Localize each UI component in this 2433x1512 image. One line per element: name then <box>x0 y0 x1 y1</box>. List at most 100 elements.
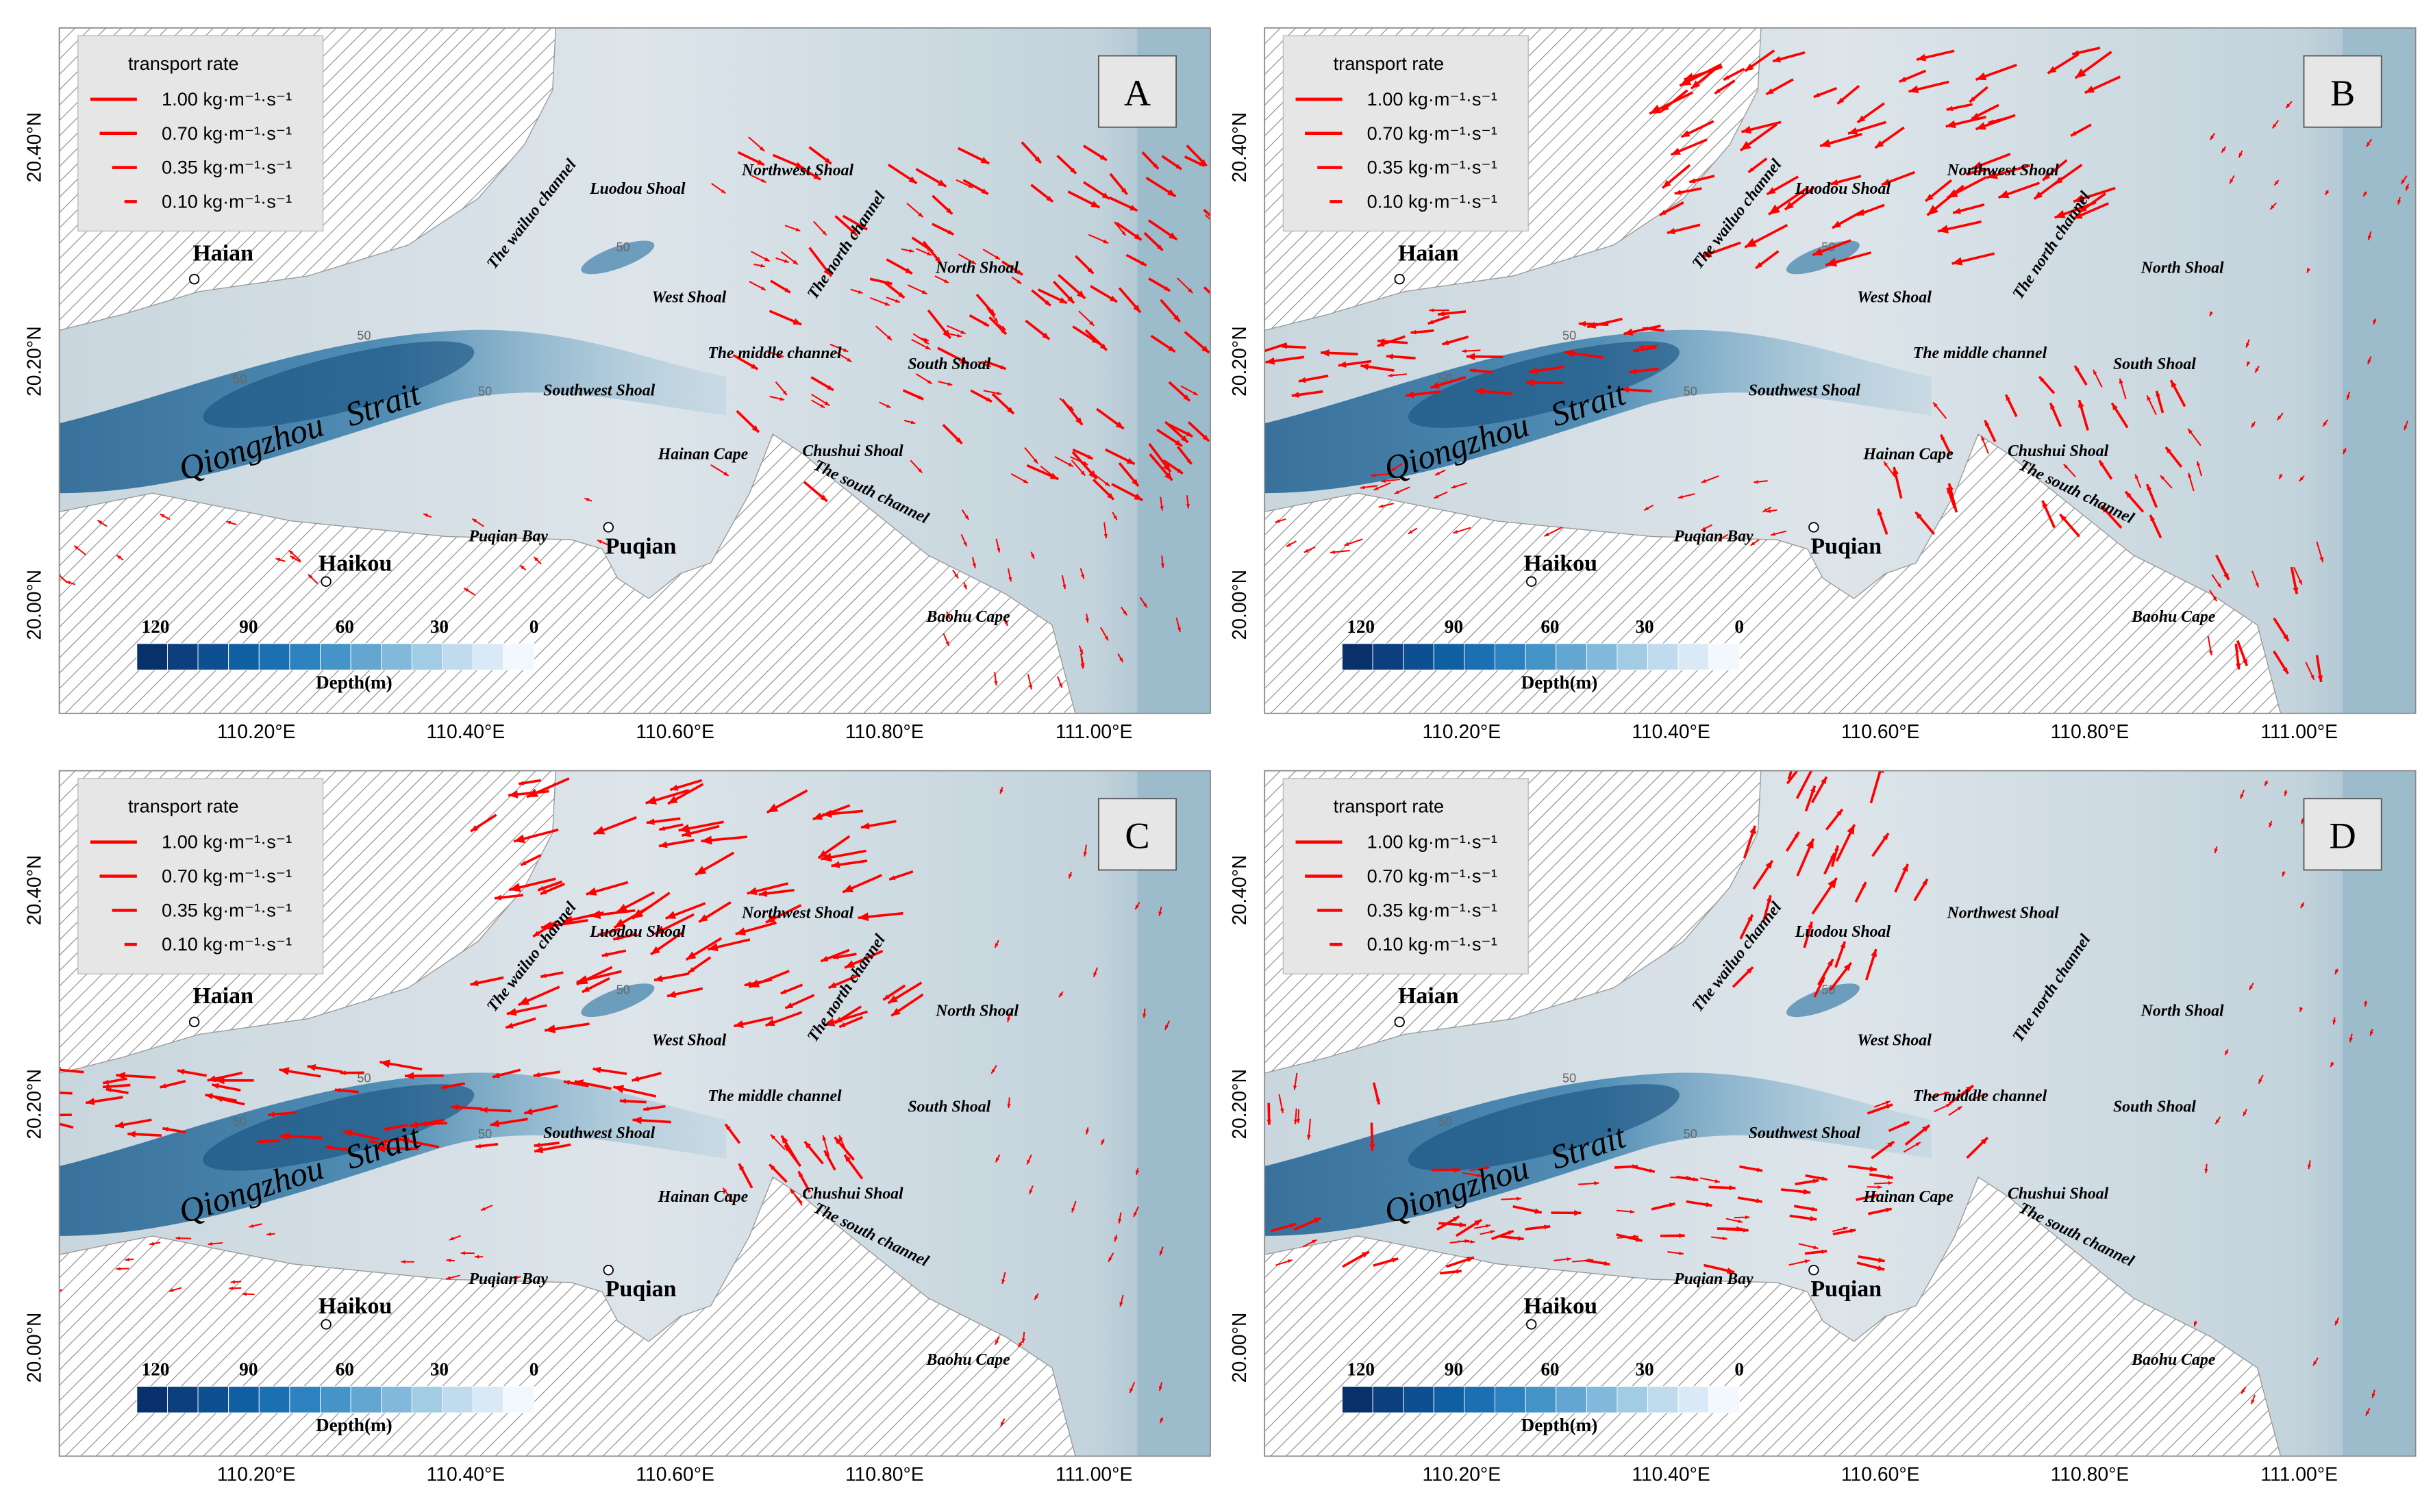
arrow-head <box>804 1141 812 1148</box>
arrow-head <box>1108 1257 1112 1262</box>
arrow-head <box>1286 542 1291 547</box>
panel-frame <box>58 770 1211 1457</box>
arrow-head <box>1701 527 1706 531</box>
panel-label: A <box>1124 73 1151 114</box>
arrow-head <box>519 781 525 785</box>
arrow-head <box>1888 1181 1893 1185</box>
transport-arrow <box>1203 286 1210 295</box>
arrow-head <box>2343 449 2347 454</box>
feature-name: Puqian Bay <box>1673 1270 1754 1288</box>
colorbar-cell <box>1647 1386 1679 1413</box>
arrow-head <box>1023 479 1028 483</box>
arrow-head <box>1193 391 1198 395</box>
arrow-head <box>125 1257 129 1262</box>
arrow-head <box>2282 634 2289 642</box>
legend-title: transport rate <box>1334 796 1445 817</box>
arrow-head <box>1007 1103 1011 1109</box>
arrow-head <box>1508 1231 1514 1235</box>
arrow-head <box>1135 1170 1140 1175</box>
arrow-head <box>766 803 779 813</box>
arrow-head <box>288 550 294 555</box>
arrow-head <box>534 557 538 562</box>
arrow-head <box>1927 205 1939 216</box>
arrow-head <box>45 1113 51 1118</box>
arrow-head <box>1528 367 1538 375</box>
arrow-head <box>1059 297 1067 303</box>
arrow-head <box>1275 519 1280 523</box>
arrow-head <box>1693 1177 1699 1182</box>
arrow-head <box>1998 190 2010 199</box>
arrow-head <box>1119 657 1123 663</box>
arrow-head <box>103 1079 109 1085</box>
deep-pool <box>1408 1084 1680 1171</box>
legend-label: 0.10 kg·m⁻¹·s⁻¹ <box>162 933 292 955</box>
arrow-head <box>592 1066 601 1074</box>
arrow-head <box>798 1171 803 1178</box>
arrow-head <box>845 960 856 968</box>
arrow-head <box>2258 1079 2262 1084</box>
arrow-head <box>1878 1257 1885 1263</box>
arrow-head <box>2006 394 2011 401</box>
legend-label: 0.70 kg·m⁻¹·s⁻¹ <box>1367 866 1497 887</box>
arrow-head <box>279 1067 290 1076</box>
arrow-head <box>369 1139 374 1144</box>
contour-label: 50 <box>478 1127 492 1141</box>
feature-name: North Shoal <box>935 1002 1019 1020</box>
colorbar-tick: 120 <box>1347 616 1375 637</box>
colorbar-cell <box>1464 643 1495 670</box>
feature-name: Hainan Cape <box>1862 1188 1954 1206</box>
arrow-head <box>1293 1120 1298 1124</box>
arrow-head <box>999 789 1003 794</box>
arrow-head <box>643 1107 649 1111</box>
arrow-head <box>2241 1389 2245 1394</box>
feature-name: North Shoal <box>935 260 1019 277</box>
arrow-head <box>785 1002 794 1009</box>
arrow-head <box>790 1189 795 1194</box>
arrow-head <box>1001 1279 1006 1284</box>
colorbar-tick: 30 <box>430 1359 449 1380</box>
arrow-head <box>1069 873 1073 879</box>
arrow-head <box>1893 466 1899 475</box>
arrow-head <box>1474 1220 1482 1226</box>
arrow-head <box>509 883 521 892</box>
arrow-head <box>379 1059 390 1068</box>
colorbar-cell <box>1617 1386 1649 1413</box>
arrow-head <box>1649 104 1662 114</box>
arrow-head <box>782 390 787 396</box>
feature-name: The middle channel <box>708 344 842 362</box>
arrow-head <box>2284 791 2288 796</box>
arrow-head <box>1771 532 1775 536</box>
colorbar-cell <box>1586 1386 1618 1413</box>
arrow-head <box>1766 509 1771 513</box>
x-tick-label: 111.00°E <box>1056 1463 1133 1485</box>
feature-name: North Shoal <box>2141 1002 2224 1020</box>
feature-name: North Shoal <box>2141 260 2224 277</box>
arrow-head <box>1681 130 1690 137</box>
arrow-head <box>1088 470 1097 479</box>
colorbar-title: Depth(m) <box>316 672 392 692</box>
colorbar-cell <box>1708 1386 1740 1413</box>
arrow-head <box>954 573 958 579</box>
arrow-head <box>1083 852 1087 857</box>
arrow-head <box>2363 192 2367 197</box>
arrow-head <box>971 260 977 264</box>
arrow-head <box>2147 395 2151 401</box>
arrow-head <box>983 321 989 327</box>
arrow-head <box>582 986 590 992</box>
y-tick-label: 20.00°N <box>1228 570 1250 640</box>
arrow-head <box>2272 123 2277 129</box>
arrow-head <box>1338 361 1347 368</box>
arrow-head <box>1981 436 1985 441</box>
arrow-head <box>1938 225 1949 234</box>
arrow-head <box>1820 139 1831 148</box>
arrow-head <box>1843 962 1851 972</box>
arrow-head <box>1452 1216 1460 1222</box>
arrow-head <box>963 584 967 590</box>
arrow-head <box>1793 754 1797 761</box>
colorbar-cell <box>503 1386 535 1413</box>
arrow-head <box>1062 584 1066 590</box>
arrow-head <box>895 299 900 303</box>
arrow-head <box>1186 503 1190 509</box>
arrow-head <box>1119 1302 1123 1307</box>
arrow-head <box>2325 190 2330 195</box>
